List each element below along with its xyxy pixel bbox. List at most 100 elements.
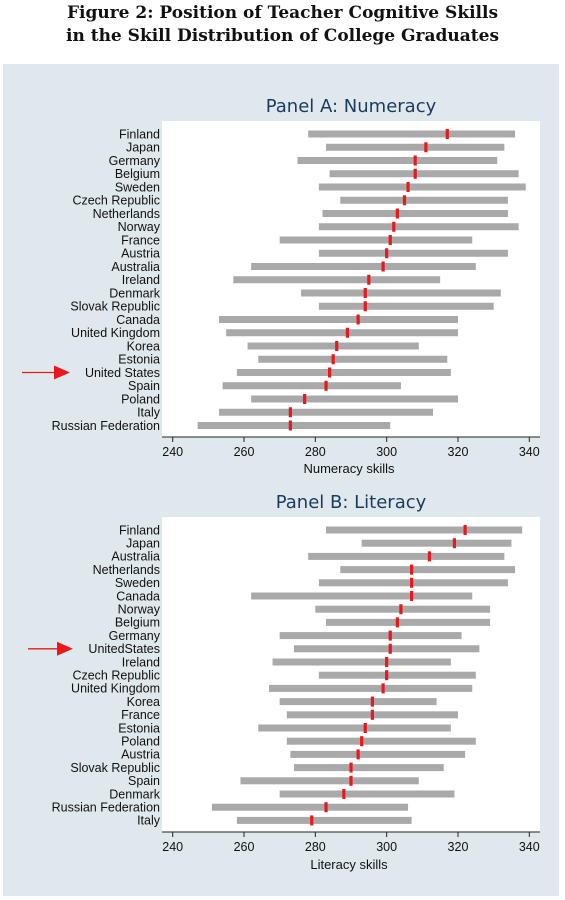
teacher-marker — [381, 261, 385, 272]
range-bar — [279, 632, 462, 640]
teacher-marker — [402, 195, 407, 206]
range-bar — [329, 170, 519, 178]
range-bar — [251, 395, 458, 403]
x-tick-label: 340 — [519, 840, 540, 854]
range-bar — [308, 130, 516, 138]
figure-title-line-2: in the Skill Distribution of College Gra… — [65, 26, 500, 46]
category-label: Slovak Republic — [70, 761, 160, 775]
category-label: Korea — [127, 339, 160, 353]
teacher-marker — [395, 617, 399, 628]
range-bar — [279, 790, 455, 798]
x-tick-label: 320 — [448, 445, 469, 459]
teacher-marker — [324, 802, 328, 813]
category-label: Italy — [137, 814, 161, 828]
category-label: Germany — [109, 629, 161, 643]
range-bar — [233, 276, 441, 284]
range-bar — [251, 263, 476, 270]
category-label: Russian Federation — [52, 801, 160, 815]
range-bar — [197, 422, 391, 429]
teacher-marker — [399, 604, 403, 615]
x-axis-label: Literacy skills — [310, 857, 388, 872]
x-tick-label: 300 — [376, 445, 397, 459]
range-bar — [315, 605, 491, 613]
teacher-marker — [345, 327, 350, 338]
teacher-marker — [356, 749, 360, 760]
teacher-marker — [388, 630, 392, 641]
category-label: Canada — [116, 589, 160, 603]
range-bar — [318, 302, 494, 310]
range-bar — [297, 157, 498, 164]
category-label: Estonia — [118, 353, 160, 367]
x-tick-label: 260 — [234, 445, 255, 459]
range-bar — [240, 777, 419, 785]
teacher-marker — [445, 129, 449, 139]
panel-title: Panel B: Literacy — [276, 492, 427, 513]
range-bar — [219, 408, 434, 416]
category-label: Netherlands — [93, 207, 160, 221]
category-label: Poland — [121, 735, 160, 749]
category-label: Sweden — [115, 576, 160, 590]
teacher-marker — [360, 736, 364, 747]
teacher-marker — [388, 235, 392, 245]
teacher-marker — [392, 221, 396, 232]
x-tick-label: 280 — [305, 445, 326, 459]
category-label: Norway — [118, 603, 161, 617]
range-bar — [236, 816, 412, 824]
range-bar — [318, 579, 508, 587]
teacher-marker — [335, 341, 339, 351]
teacher-marker — [463, 525, 467, 535]
teacher-marker — [424, 142, 428, 153]
highlight-arrow-icon — [28, 641, 73, 656]
x-tick-label: 300 — [376, 840, 397, 854]
range-bar — [279, 698, 437, 706]
teacher-marker — [410, 577, 414, 588]
x-tick-label: 260 — [234, 840, 255, 854]
teacher-marker — [328, 367, 332, 378]
range-bar — [226, 329, 458, 337]
category-label: Spain — [128, 774, 160, 788]
range-bar — [251, 592, 473, 600]
highlight-arrow-icon — [22, 365, 70, 380]
teacher-marker — [367, 274, 371, 285]
category-label: United Kingdom — [71, 682, 160, 696]
panel-title: Panel A: Numeracy — [266, 96, 437, 117]
category-label: UnitedStates — [88, 642, 160, 656]
teacher-marker — [427, 551, 432, 562]
teacher-marker — [363, 288, 367, 298]
range-bar — [301, 289, 501, 297]
teacher-marker — [303, 394, 307, 404]
teacher-marker — [381, 683, 385, 694]
category-label: France — [121, 708, 160, 722]
teacher-marker — [370, 696, 374, 707]
range-bar — [340, 566, 516, 574]
range-bar — [322, 210, 508, 217]
category-label: Russian Federation — [52, 419, 160, 433]
range-bar — [326, 618, 491, 626]
teacher-marker — [410, 564, 414, 575]
range-bar — [293, 764, 444, 772]
teacher-marker — [413, 155, 417, 166]
x-tick-label: 240 — [162, 840, 183, 854]
category-label: Denmark — [109, 286, 160, 300]
category-label: Sweden — [115, 180, 160, 194]
category-label: Estonia — [118, 721, 160, 735]
x-tick-label: 280 — [305, 840, 326, 854]
range-bar — [293, 645, 480, 653]
category-label: United States — [85, 366, 160, 380]
category-label: Norway — [118, 220, 161, 234]
x-tick-label: 340 — [519, 445, 540, 459]
teacher-marker — [356, 314, 360, 325]
range-bar — [326, 526, 523, 534]
teacher-marker — [324, 380, 328, 391]
category-label: Ireland — [122, 655, 160, 669]
category-label: Japan — [126, 537, 160, 551]
teacher-marker — [342, 789, 346, 799]
range-bar — [211, 803, 409, 811]
range-bar — [258, 724, 451, 732]
teacher-marker — [410, 591, 414, 601]
panel-numeracy: Panel A: Numeracy FinlandJapanGermanyBelg… — [22, 96, 540, 476]
teacher-marker — [363, 301, 367, 312]
category-label: Finland — [119, 523, 160, 537]
teacher-marker — [452, 538, 457, 549]
